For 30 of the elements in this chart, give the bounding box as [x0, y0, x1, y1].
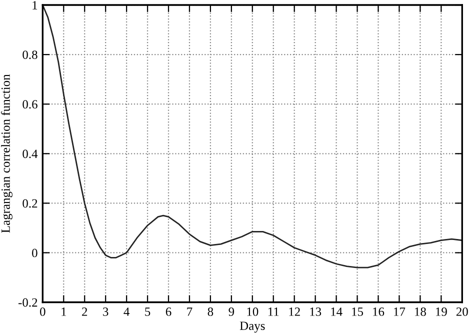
- x-tick-label: 0: [40, 307, 46, 316]
- x-tick-label: 3: [103, 308, 108, 316]
- y-tick-label: 1: [32, 1, 38, 10]
- x-tick-label: 12: [289, 308, 300, 316]
- x-tick-label: 14: [331, 308, 342, 316]
- x-tick-label: 15: [352, 308, 364, 316]
- x-tick-label: 20: [456, 307, 468, 316]
- x-tick-label: 10: [247, 307, 258, 316]
- y-tick-label: -0.2: [18, 298, 38, 307]
- x-tick-label: 4: [124, 308, 130, 316]
- x-tick-label: 8: [208, 307, 214, 316]
- x-tick-label: 6: [166, 308, 172, 316]
- x-tick-label: 16: [373, 308, 384, 316]
- y-axis-title: Lagrangian correlation function: [0, 74, 12, 233]
- x-tick-label: 1: [62, 308, 66, 316]
- y-tick-label: 0.8: [22, 50, 38, 60]
- x-tick-label: 2: [82, 308, 88, 316]
- y-tick-label: 0: [32, 248, 38, 258]
- y-tick-label: 0.2: [22, 199, 38, 208]
- x-tick-label: 17: [394, 308, 406, 316]
- x-tick-label: 7: [187, 308, 192, 316]
- x-tick-label: 13: [310, 308, 322, 316]
- x-tick-label: 18: [415, 307, 426, 316]
- y-tick-label: 0.4: [22, 150, 38, 158]
- x-tick-label: 9: [228, 308, 234, 316]
- x-tick-label: 11: [268, 308, 279, 316]
- x-tick-label: 19: [436, 308, 447, 316]
- x-tick-label: 5: [145, 308, 150, 316]
- x-axis-title: Days: [240, 322, 265, 333]
- y-tick-label: 0.6: [22, 100, 38, 109]
